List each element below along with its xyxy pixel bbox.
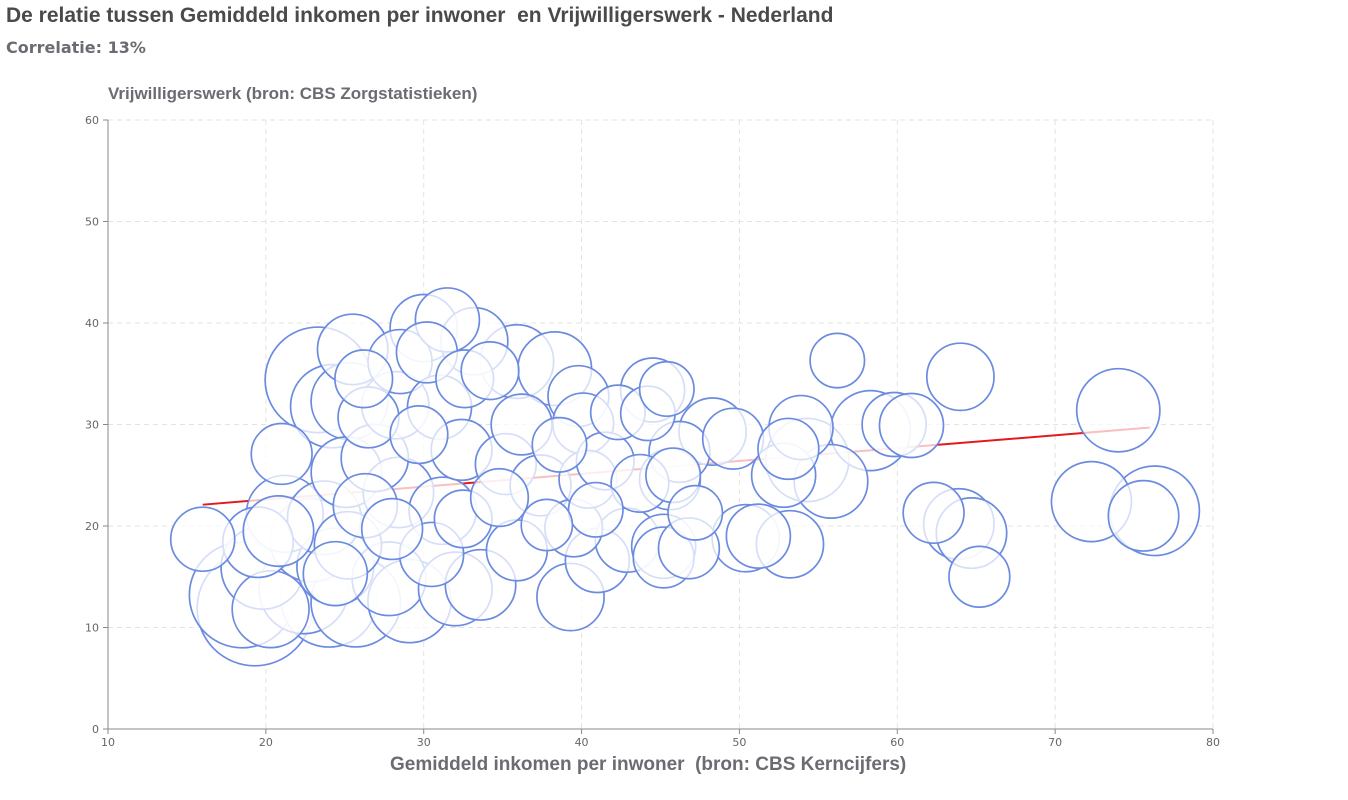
- data-bubble: [360, 497, 424, 561]
- chart-title: De relatie tussen Gemiddeld inkomen per …: [6, 4, 834, 27]
- data-bubble: [567, 481, 624, 538]
- data-bubble: [725, 503, 792, 570]
- data-bubble: [757, 417, 820, 481]
- y-tick-label: 10: [85, 622, 99, 635]
- y-tick-label: 50: [85, 216, 99, 229]
- y-tick-label: 60: [85, 114, 99, 127]
- data-bubble: [638, 360, 695, 418]
- x-tick-label: 60: [890, 736, 904, 749]
- data-bubble: [334, 349, 394, 409]
- data-bubble: [242, 495, 315, 568]
- data-bubble: [878, 392, 945, 459]
- y-tick-label: 30: [85, 419, 99, 432]
- x-tick-label: 10: [101, 736, 115, 749]
- data-bubble: [231, 569, 310, 649]
- x-tick-label: 30: [417, 736, 431, 749]
- data-bubble: [925, 342, 995, 412]
- data-bubble: [389, 405, 449, 465]
- data-bubble: [169, 506, 236, 573]
- data-bubble: [460, 341, 520, 401]
- data-bubble: [1075, 367, 1161, 453]
- x-tick-label: 50: [732, 736, 746, 749]
- data-bubble: [948, 545, 1011, 608]
- correlation-subtitle: Correlatie: 13%: [6, 38, 146, 57]
- data-bubble: [302, 540, 369, 607]
- x-tick-label: 70: [1048, 736, 1062, 749]
- y-axis-label: Vrijwilligerswerk (bron: CBS Zorgstatist…: [108, 84, 478, 103]
- y-tick-label: 0: [92, 723, 99, 736]
- data-bubble: [520, 498, 574, 552]
- data-bubble: [469, 467, 530, 528]
- x-tick-label: 20: [259, 736, 273, 749]
- y-tick-label: 20: [85, 520, 99, 533]
- data-bubble: [809, 332, 866, 389]
- x-tick-label: 40: [575, 736, 589, 749]
- x-axis-label: Gemiddeld inkomen per inwoner (bron: CBS…: [390, 754, 907, 775]
- y-tick-label: 40: [85, 317, 99, 330]
- data-bubble: [902, 481, 965, 545]
- data-bubble: [667, 484, 724, 541]
- data-bubble: [531, 416, 588, 473]
- data-bubble: [1107, 479, 1180, 552]
- x-tick-label: 80: [1206, 736, 1220, 749]
- data-bubble: [250, 422, 313, 486]
- data-bubble: [701, 407, 765, 470]
